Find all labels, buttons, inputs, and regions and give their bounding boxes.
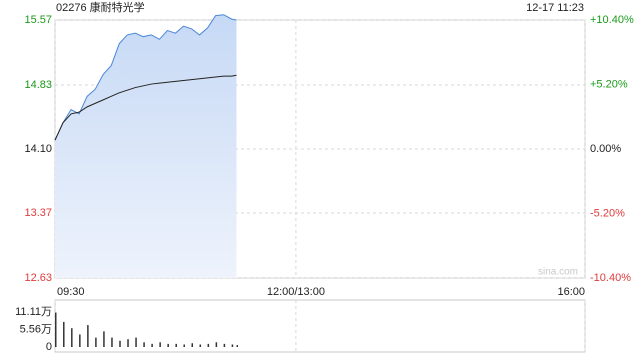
volume-bar bbox=[207, 343, 210, 347]
volume-bar bbox=[199, 344, 202, 347]
volume-bar bbox=[159, 342, 161, 347]
y2-tick-label: -5.20% bbox=[590, 207, 625, 219]
volume-bar bbox=[119, 340, 121, 347]
volume-bar bbox=[231, 344, 234, 347]
volume-bar bbox=[135, 337, 137, 347]
volume-bar bbox=[175, 343, 177, 347]
y2-tick-label: -10.40% bbox=[590, 272, 631, 284]
volume-bar bbox=[183, 344, 185, 347]
y-tick-label: 12.63 bbox=[24, 272, 52, 284]
y-tick-label: 15.57 bbox=[24, 14, 52, 26]
volume-bar bbox=[95, 337, 97, 347]
watermark: sina.com bbox=[538, 267, 578, 278]
volume-bar bbox=[127, 339, 129, 347]
volume-bar bbox=[111, 337, 113, 347]
volume-bar bbox=[236, 345, 238, 347]
x-tick-label: 12:00/13:00 bbox=[267, 286, 325, 298]
volume-bar bbox=[167, 343, 169, 347]
y2-tick-label: 0.00% bbox=[590, 143, 621, 155]
y-tick-label: 14.83 bbox=[24, 79, 52, 91]
average-line bbox=[54, 74, 237, 141]
x-tick-label: 16:00 bbox=[557, 286, 585, 298]
volume-bar bbox=[223, 343, 226, 347]
y-tick-label: 14.10 bbox=[24, 143, 52, 155]
volume-bar bbox=[55, 312, 57, 347]
title: 02276 康耐特光学 bbox=[56, 0, 145, 14]
y2-tick-label: +5.20% bbox=[590, 78, 628, 90]
y-tick-label: 13.37 bbox=[24, 207, 52, 219]
volume-bar bbox=[71, 328, 73, 347]
volume-bar bbox=[87, 325, 89, 347]
volume-bar bbox=[79, 334, 81, 347]
volume-tick-label: 11.11万 bbox=[15, 306, 52, 318]
volume-bar bbox=[63, 321, 65, 347]
volume-bar bbox=[215, 342, 218, 347]
volume-bar bbox=[151, 343, 153, 347]
price-area bbox=[55, 14, 237, 279]
volume-tick-label: 0 bbox=[46, 341, 52, 353]
x-tick-label: 09:30 bbox=[57, 286, 85, 298]
y2-tick-label: +10.40% bbox=[590, 14, 634, 26]
price-line bbox=[54, 14, 237, 141]
volume-tick-label: 5.56万 bbox=[20, 323, 52, 335]
volume-bar bbox=[143, 342, 145, 347]
timestamp: 12-17 11:23 bbox=[526, 2, 584, 14]
volume-bar bbox=[191, 343, 194, 347]
volume-frame bbox=[54, 299, 586, 353]
volume-bar bbox=[103, 331, 105, 347]
